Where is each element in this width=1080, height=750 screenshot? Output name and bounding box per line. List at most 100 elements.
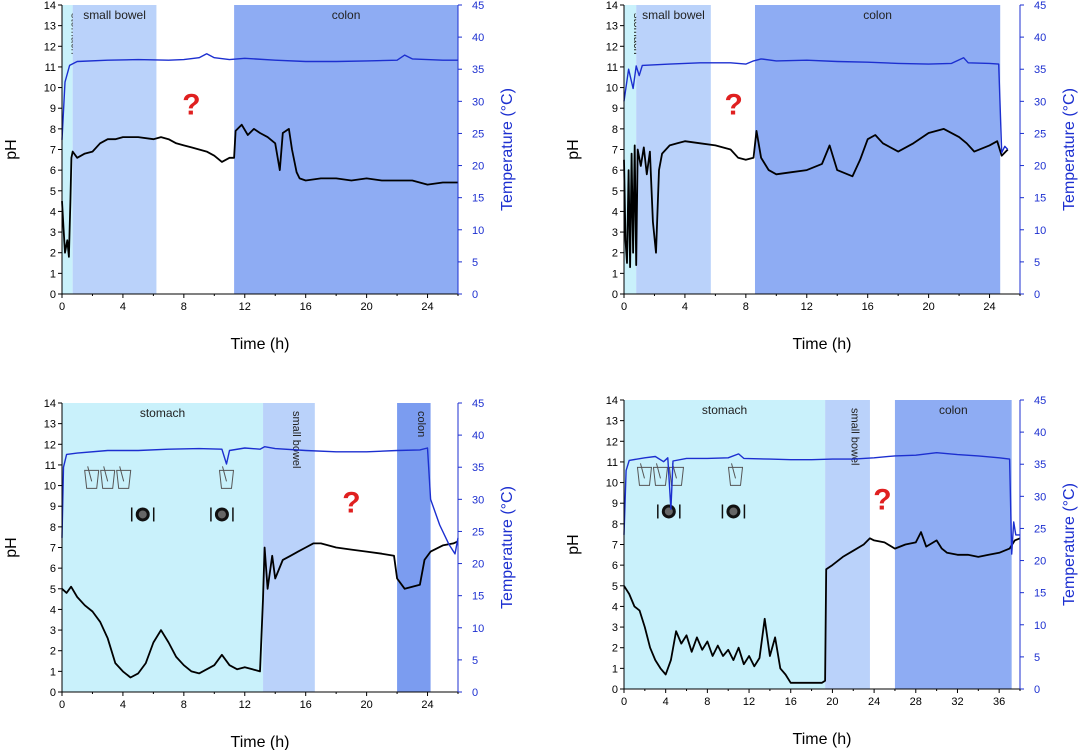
ph-series-line xyxy=(61,540,459,679)
ph-tick-label: 13 xyxy=(44,419,56,431)
ph-tick-label: 2 xyxy=(50,646,56,658)
ph-tick-label: 0 xyxy=(50,289,56,301)
ph-tick-label: 6 xyxy=(50,165,56,177)
region-label: small bowel xyxy=(642,8,705,22)
time-tick-label: 24 xyxy=(868,696,880,708)
ph-tick-label: 4 xyxy=(612,206,618,218)
ph-tick-label: 9 xyxy=(612,498,618,510)
chart-panel-3: stomach small bowel colon?0123456789101112… xyxy=(3,398,516,750)
ph-series-line xyxy=(61,123,458,258)
temperature-tick-label: 5 xyxy=(1034,257,1040,269)
temperature-tick-label: 45 xyxy=(1034,0,1046,12)
region-label: colon xyxy=(332,8,361,22)
time-tick-label: 4 xyxy=(682,301,688,313)
x-axis-label: Time (h) xyxy=(793,336,852,353)
temperature-series-line xyxy=(61,446,459,555)
ph-tick-label: 10 xyxy=(44,83,56,95)
ph-axis-label: pH xyxy=(3,537,20,557)
region-stomach xyxy=(62,403,264,692)
ph-tick-label: 13 xyxy=(606,416,618,428)
chart-panel-4: stomach small bowel colon?0123456789101112… xyxy=(565,395,1078,748)
ph-tick-label: 3 xyxy=(50,227,56,239)
temperature-tick-label: 15 xyxy=(1034,193,1046,205)
time-tick-label: 4 xyxy=(120,699,126,711)
region-label: stomach xyxy=(702,403,747,417)
drink-glass-icon xyxy=(116,469,132,489)
drink-glass-icon xyxy=(652,466,669,486)
ph-tick-label: 10 xyxy=(44,481,56,493)
temperature-tick-label: 35 xyxy=(472,462,484,474)
temperature-tick-label: 20 xyxy=(1034,161,1046,173)
time-tick-label: 0 xyxy=(59,699,65,711)
temperature-tick-label: 40 xyxy=(472,32,484,44)
unknown-region-mark: ? xyxy=(182,88,200,121)
time-tick-label: 12 xyxy=(801,301,813,313)
time-tick-label: 12 xyxy=(239,699,251,711)
ph-tick-label: 7 xyxy=(612,540,618,552)
ph-tick-label: 11 xyxy=(607,62,618,74)
ph-tick-label: 4 xyxy=(612,601,618,613)
temperature-tick-label: 30 xyxy=(472,494,484,506)
time-tick-label: 8 xyxy=(743,301,749,313)
temperature-tick-label: 10 xyxy=(472,225,484,237)
ph-tick-label: 11 xyxy=(45,460,56,472)
ph-tick-label: 4 xyxy=(50,604,56,616)
drink-glass-icon xyxy=(218,469,235,489)
ph-tick-label: 5 xyxy=(612,186,618,198)
drink-glass-icon xyxy=(100,469,116,489)
straw-icon xyxy=(655,463,661,479)
temperature-tick-label: 45 xyxy=(472,398,484,410)
temperature-series-line xyxy=(623,57,1009,154)
ph-tick-label: 1 xyxy=(50,666,56,678)
ph-axis-label: pH xyxy=(565,534,582,554)
temperature-tick-label: 25 xyxy=(472,526,484,538)
ph-tick-label: 5 xyxy=(50,584,56,596)
temperature-tick-label: 45 xyxy=(472,0,484,12)
ph-series-line xyxy=(623,531,1021,684)
temperature-tick-label: 10 xyxy=(1034,225,1046,237)
ph-tick-label: 6 xyxy=(612,560,618,572)
time-tick-label: 16 xyxy=(862,301,874,313)
time-tick-label: 16 xyxy=(300,301,312,313)
unknown-region-mark: ? xyxy=(342,486,360,519)
ph-tick-label: 6 xyxy=(612,165,618,177)
temperature-tick-label: 0 xyxy=(472,687,478,699)
ph-tick-label: 3 xyxy=(50,625,56,637)
drink-glass-icon xyxy=(84,469,100,489)
ph-tick-label: 10 xyxy=(606,83,618,95)
straw-icon xyxy=(119,466,125,482)
region-colon xyxy=(894,400,1012,689)
time-tick-label: 20 xyxy=(360,699,372,711)
region-small-bowel xyxy=(636,5,711,294)
temperature-tick-label: 15 xyxy=(472,591,484,603)
ph-tick-label: 13 xyxy=(44,21,56,33)
temperature-axis-label: Temperature (°C) xyxy=(499,486,516,609)
time-tick-label: 24 xyxy=(983,301,995,313)
ph-tick-label: 9 xyxy=(50,501,56,513)
ph-tick-label: 12 xyxy=(44,41,56,53)
ph-tick-label: 0 xyxy=(612,289,618,301)
region-colon xyxy=(754,5,1001,294)
time-tick-label: 8 xyxy=(181,301,187,313)
straw-icon xyxy=(222,466,227,482)
ph-tick-label: 12 xyxy=(606,436,618,448)
region-label: colon xyxy=(939,403,968,417)
temperature-tick-label: 5 xyxy=(472,257,478,269)
time-tick-label: 20 xyxy=(826,696,838,708)
temperature-tick-label: 0 xyxy=(1034,684,1040,696)
temperature-tick-label: 30 xyxy=(1034,491,1046,503)
ph-tick-label: 13 xyxy=(606,21,618,33)
time-tick-label: 36 xyxy=(993,696,1005,708)
temperature-axis-label: Temperature (°C) xyxy=(1061,88,1078,211)
ph-tick-label: 2 xyxy=(50,248,56,260)
time-tick-label: 4 xyxy=(663,696,669,708)
temperature-tick-label: 20 xyxy=(1034,556,1046,568)
ph-tick-label: 11 xyxy=(607,457,618,469)
drink-glass-icon xyxy=(727,466,744,486)
region-label: small bowel xyxy=(849,408,861,465)
region-label: colon xyxy=(415,411,427,437)
region-label: small bowel xyxy=(83,8,146,22)
time-tick-label: 20 xyxy=(360,301,372,313)
straw-icon xyxy=(103,466,109,482)
region-small-bowel xyxy=(72,5,157,294)
